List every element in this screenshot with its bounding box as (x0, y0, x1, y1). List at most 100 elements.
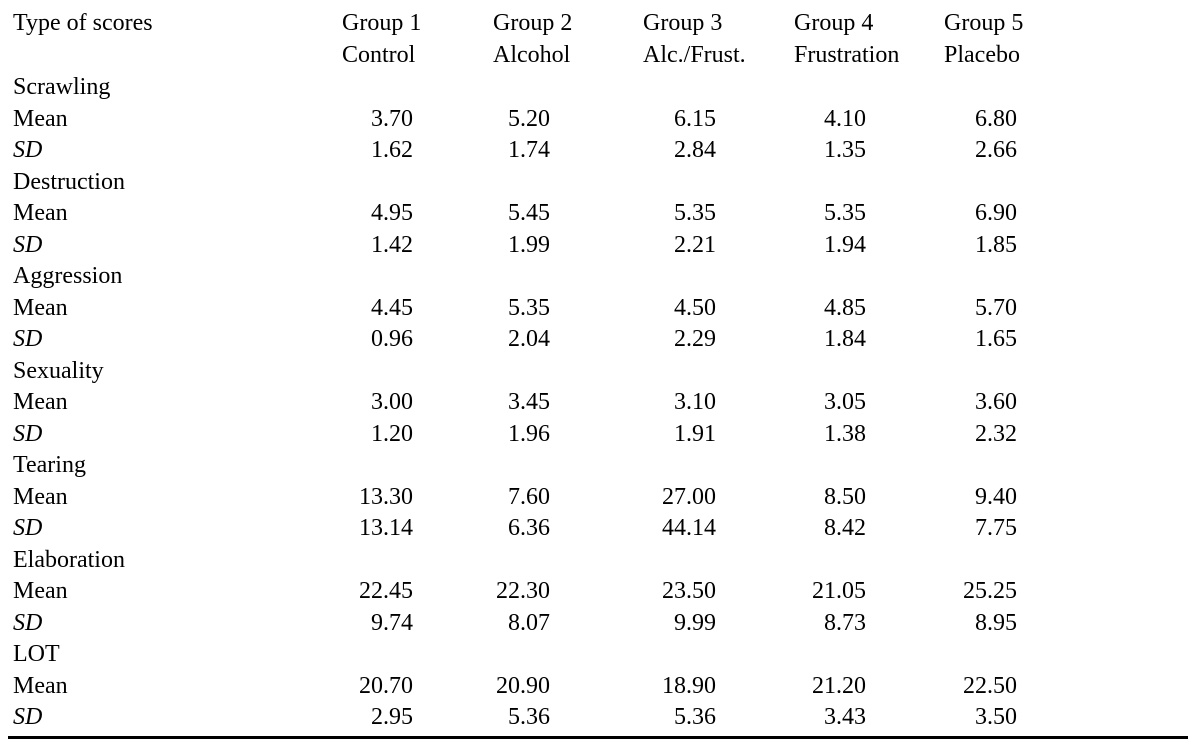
table-cell: 6.15 (674, 105, 716, 132)
table-cell: 3.00 (371, 389, 413, 415)
table-cell: 3.50 (975, 704, 1017, 730)
table-cell: 1.35 (824, 137, 866, 163)
table-cell: 8.42 (824, 515, 866, 541)
table-cell: 2.66 (975, 137, 1017, 163)
table-cell: 7.60 (508, 483, 550, 510)
table-cell: 1.74 (508, 137, 550, 163)
row-label-sd: SD (13, 137, 43, 163)
table-cell: 22.50 (963, 672, 1017, 699)
table-cell: 9.99 (674, 609, 716, 636)
table-cell: 27.00 (662, 483, 716, 510)
table-cell: 6.80 (975, 105, 1017, 132)
header-group-4-line1: Group 4 (794, 10, 874, 36)
table-cell: 4.10 (824, 105, 866, 132)
row-label-mean: Mean (13, 294, 68, 321)
table-cell: 9.40 (975, 483, 1017, 510)
table-cell: 3.60 (975, 389, 1017, 415)
table-cell: 8.07 (508, 609, 550, 636)
section-label: Elaboration (13, 546, 125, 573)
table-cell: 20.70 (359, 672, 413, 699)
row-label-mean: Mean (13, 672, 68, 699)
table-cell: 3.70 (371, 105, 413, 132)
header-group-3: Group 3 Alc./Frust. (643, 7, 746, 71)
table-cell: 21.05 (812, 578, 866, 604)
section-label: Sexuality (13, 357, 104, 384)
header-group-4: Group 4 Frustration (794, 7, 899, 71)
bottom-rule (8, 736, 1188, 739)
table-cell: 2.84 (674, 137, 716, 163)
row-label-mean: Mean (13, 483, 68, 510)
row-label-sd: SD (13, 420, 43, 447)
header-group-5: Group 5 Placebo (944, 7, 1023, 71)
table-cell: 1.96 (508, 420, 550, 447)
row-label-sd: SD (13, 231, 43, 258)
table-cell: 4.85 (824, 294, 866, 321)
table-cell: 5.35 (508, 294, 550, 321)
table-cell: 1.84 (824, 326, 866, 352)
table-cell: 5.35 (674, 200, 716, 226)
table-cell: 2.32 (975, 420, 1017, 447)
table-cell: 13.14 (359, 515, 413, 541)
row-label-mean: Mean (13, 105, 68, 132)
table-cell: 2.04 (508, 326, 550, 352)
table-cell: 5.36 (674, 704, 716, 730)
table-cell: 1.38 (824, 420, 866, 447)
table-cell: 6.36 (508, 515, 550, 541)
table-cell: 4.50 (674, 294, 716, 321)
table-cell: 4.45 (371, 294, 413, 321)
row-label-sd: SD (13, 326, 43, 352)
table-cell: 9.74 (371, 609, 413, 636)
table-cell: 5.70 (975, 294, 1017, 321)
section-label: Aggression (13, 263, 123, 289)
section-label: Tearing (13, 452, 86, 478)
header-group-2-line2: Alcohol (493, 42, 571, 68)
table-cell: 13.30 (359, 483, 413, 510)
table-cell: 1.62 (371, 137, 413, 163)
header-type-of-scores: Type of scores (13, 10, 153, 36)
table-cell: 4.95 (371, 200, 413, 226)
table-cell: 0.96 (371, 326, 413, 352)
table-cell: 25.25 (963, 578, 1017, 604)
header-group-1: Group 1 Control (342, 7, 421, 71)
header-group-1-line1: Group 1 (342, 10, 422, 36)
row-label-sd: SD (13, 609, 43, 636)
table-cell: 1.85 (975, 231, 1017, 258)
table-cell: 1.42 (371, 231, 413, 258)
row-label-sd: SD (13, 704, 43, 730)
table-cell: 6.90 (975, 200, 1017, 226)
header-group-5-line2: Placebo (944, 42, 1020, 68)
table-cell: 23.50 (662, 578, 716, 604)
table-cell: 1.94 (824, 231, 866, 258)
header-group-3-line1: Group 3 (643, 10, 723, 36)
row-label-sd: SD (13, 515, 43, 541)
table-cell: 3.05 (824, 389, 866, 415)
section-label: Scrawling (13, 74, 111, 100)
header-group-5-line1: Group 5 (944, 10, 1024, 36)
table-cell: 1.20 (371, 420, 413, 447)
row-label-mean: Mean (13, 200, 68, 226)
section-label: LOT (13, 641, 60, 667)
table-cell: 20.90 (496, 672, 550, 699)
table-cell: 7.75 (975, 515, 1017, 541)
table-cell: 3.45 (508, 389, 550, 415)
header-group-3-line2: Alc./Frust. (643, 42, 746, 68)
table-cell: 5.20 (508, 105, 550, 132)
section-label: Destruction (13, 168, 125, 195)
table-cell: 2.29 (674, 326, 716, 352)
table-cell: 8.95 (975, 609, 1017, 636)
table-cell: 5.45 (508, 200, 550, 226)
table-cell: 1.65 (975, 326, 1017, 352)
table-cell: 21.20 (812, 672, 866, 699)
header-group-2-line1: Group 2 (493, 10, 573, 36)
row-label-mean: Mean (13, 389, 68, 415)
table-cell: 44.14 (662, 515, 716, 541)
table-cell: 8.50 (824, 483, 866, 510)
header-group-4-line2: Frustration (794, 42, 900, 68)
table-cell: 18.90 (662, 672, 716, 699)
table-cell: 5.35 (824, 200, 866, 226)
table-cell: 1.99 (508, 231, 550, 258)
table-cell: 22.45 (359, 578, 413, 604)
table-cell: 3.10 (674, 389, 716, 415)
table-cell: 2.95 (371, 704, 413, 730)
